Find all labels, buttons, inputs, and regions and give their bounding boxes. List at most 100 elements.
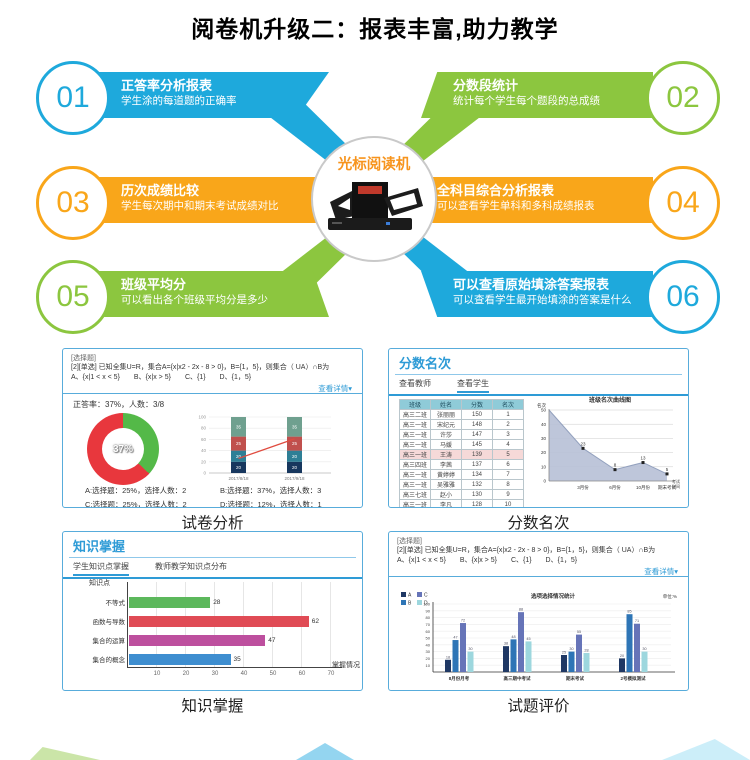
svg-text:30: 30	[569, 647, 573, 651]
rank-tab-1[interactable]: 查看教师	[399, 379, 431, 388]
page-title: 阅卷机升级二：报表丰富,助力教学	[191, 16, 559, 42]
svg-text:40: 40	[541, 422, 547, 427]
bar-value: 47	[268, 636, 276, 644]
svg-text:高三期中考试: 高三期中考试	[504, 675, 531, 682]
accuracy-donut-chart: 37%	[87, 413, 159, 485]
table-row: 高三二班 张丽丽 150 1	[399, 409, 524, 420]
rank-col-header: 班级	[399, 399, 431, 410]
caret-down-icon: ▾	[348, 384, 352, 393]
divider	[395, 374, 682, 375]
table-row: 高三一班 许莎 147 3	[399, 429, 524, 440]
question-block: [选择题] [2][单选] 已知全集U=R，集合A={x|x2 - 2x - 8…	[63, 349, 362, 393]
feature-ribbon-01: 正答率分析报表学生涂的每道题的正确率	[97, 72, 329, 118]
x-ticks: 10 20 30 40 50 60 70	[128, 671, 342, 680]
table-cell: 134	[461, 469, 493, 480]
table-cell: 李茜	[430, 459, 462, 470]
feature-number-04: 04	[646, 166, 720, 240]
panel-exam: [选择题] [2][单选] 已知全集U=R，集合A={x|x2 - 2x - 8…	[62, 348, 363, 508]
svg-text:85: 85	[627, 610, 631, 614]
feature-number-01: 01	[36, 61, 110, 135]
knowledge-title: 知识掌握	[73, 539, 126, 554]
table-row: 高三一班 王涛 139 5	[399, 449, 524, 460]
svg-text:10: 10	[426, 663, 431, 668]
x-axis-label: 掌握情况	[332, 662, 360, 669]
question-text: [2][单选] 已知全集U=R，集合A={x|x2 - 2x - 8 > 0}，…	[71, 364, 330, 371]
svg-text:名次: 名次	[537, 402, 546, 409]
table-cell: 高三四班	[399, 459, 431, 470]
table-cell: 3	[492, 429, 524, 440]
feature-desc: 学生涂的每道题的正确率	[121, 95, 237, 107]
table-cell: 145	[461, 439, 493, 450]
feature-title: 分数段统计	[453, 78, 519, 93]
svg-text:48: 48	[511, 635, 515, 639]
svg-text:班级名次曲线图: 班级名次曲线图	[589, 396, 631, 404]
rank-tab-2[interactable]: 查看学生	[457, 378, 489, 393]
knowledge-tab-2[interactable]: 教师教学知识点分布	[155, 562, 227, 571]
view-detail-link[interactable]: 查看详情▾	[318, 384, 352, 393]
svg-text:6月份: 6月份	[609, 484, 621, 491]
table-cell: 黄婷婷	[430, 469, 462, 480]
divider	[63, 393, 362, 394]
svg-text:20: 20	[292, 465, 298, 470]
divider	[63, 577, 362, 579]
divider	[389, 394, 688, 396]
table-cell: 高三一班	[399, 479, 431, 490]
svg-text:20: 20	[426, 656, 431, 661]
svg-text:60: 60	[201, 437, 207, 442]
svg-text:35: 35	[236, 424, 242, 429]
bar	[129, 653, 231, 665]
rank-table: 班级 姓名 分数 名次 高三二班 张丽丽 150 1 高三一班 宋纪元 148 2 高三一班 许莎 147 3…	[399, 399, 524, 507]
table-cell: 吴雅雅	[430, 479, 462, 490]
svg-text:2017/8/18: 2017/8/18	[228, 476, 249, 481]
tick-label: 60	[298, 671, 306, 677]
svg-text:30: 30	[642, 647, 646, 651]
question-options: A、{x|1 < x < 5} B、{x|x > 5} C、{1} D、{1，5…	[397, 557, 578, 564]
question-tag: [选择题]	[397, 538, 422, 545]
feature-number-02: 02	[646, 61, 720, 135]
knowledge-bar-chart: 知识点 掌握情况 10 20 30 40 50 60 70 不等式 28 函数与导数 62 集合的运算 47…	[71, 580, 360, 684]
table-cell: 赵小	[430, 489, 462, 500]
table-cell: 王涛	[430, 449, 462, 460]
option-stat: D:选择题：12%，选择人数：1	[220, 500, 322, 508]
knowledge-tab-1[interactable]: 学生知识点掌握	[73, 561, 129, 576]
bar	[129, 634, 266, 646]
svg-text:C: C	[424, 593, 428, 599]
table-cell: 高三一班	[399, 429, 431, 440]
svg-text:10月份: 10月份	[636, 484, 651, 491]
option-trend-chart: 0 20 40 60 80 100 20 20 25 35 2017/8/18 20 20 25 35 201…	[198, 415, 331, 481]
bar-label: 不等式	[105, 600, 126, 607]
table-cell: 宋纪元	[430, 419, 462, 430]
bar-row: 不等式 28	[75, 596, 351, 608]
svg-text:30: 30	[468, 647, 472, 651]
svg-text:72: 72	[461, 619, 465, 623]
feature-title: 可以查看原始填涂答案报表	[453, 277, 610, 292]
panel-eval-caption: 试题评价	[507, 698, 570, 715]
bar-value: 62	[311, 617, 320, 625]
omr-device-image	[328, 182, 423, 230]
bar-value: 28	[213, 598, 221, 606]
view-detail-link[interactable]: 查看详情▾	[644, 567, 678, 576]
donut-hole: 37%	[102, 428, 144, 470]
svg-text:0: 0	[203, 471, 206, 476]
table-cell: 147	[461, 429, 493, 440]
svg-text:8月份月考: 8月份月考	[449, 675, 470, 682]
svg-text:18: 18	[446, 655, 450, 659]
table-cell: 高三一班	[399, 499, 431, 507]
feature-ribbon-04: 全科目综合分析报表 可以查看学生单科和多科成绩报表	[405, 177, 653, 223]
table-cell: 高三一班	[399, 439, 431, 450]
svg-text:25: 25	[292, 441, 298, 446]
feature-title: 班级平均分	[121, 277, 187, 292]
option-stat: C:选择题：25%，选择人数：2	[85, 500, 187, 508]
feature-title: 正答率分析报表	[121, 78, 213, 93]
svg-text:70: 70	[426, 622, 431, 627]
table-cell: 高三一班	[399, 469, 431, 480]
feature-ribbon-06: 可以查看原始填涂答案报表 可以查看学生最开始填涂的答案是什么	[421, 271, 653, 317]
svg-text:25: 25	[236, 441, 242, 446]
svg-text:20: 20	[620, 654, 624, 658]
feature-desc: 可以查看学生单科和多科成绩报表	[437, 200, 595, 212]
svg-text:50: 50	[426, 636, 431, 641]
svg-text:20: 20	[292, 454, 298, 459]
accuracy-stats: 正答率：37%，人数：3/8	[73, 400, 165, 409]
svg-text:期末考试: 期末考试	[658, 484, 676, 491]
svg-text:20: 20	[201, 459, 207, 464]
